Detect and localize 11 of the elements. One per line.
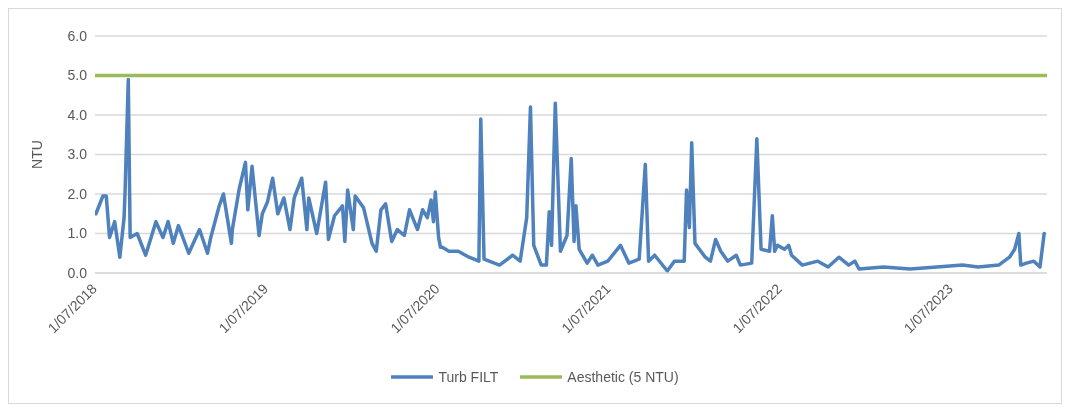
- y-tick-label: 1.0: [67, 225, 88, 242]
- line-series: [95, 77, 1046, 273]
- y-axis-title: NTU: [28, 140, 45, 169]
- y-tick-label: 3.0: [67, 146, 88, 163]
- legend-label: Turb FILT: [438, 369, 499, 385]
- y-tick-label: 4.0: [67, 106, 88, 123]
- y-tick-label: 6.0: [67, 27, 88, 44]
- legend-label: Aesthetic (5 NTU): [567, 369, 679, 385]
- y-tick-label: 5.0: [67, 67, 88, 84]
- y-tick-label: 2.0: [67, 185, 88, 202]
- y-tick-label: 0.0: [67, 264, 88, 281]
